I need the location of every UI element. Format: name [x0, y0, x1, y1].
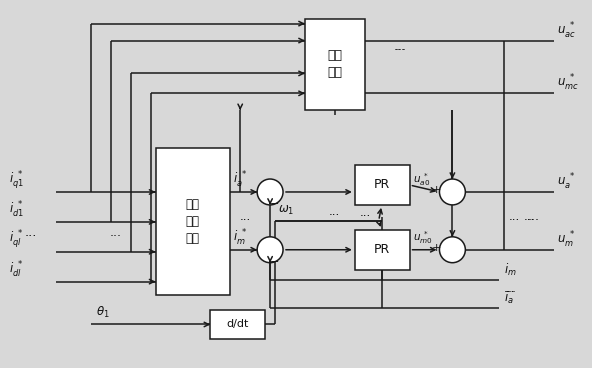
Text: $i_{m}^{\ *}$: $i_{m}^{\ *}$: [233, 228, 247, 248]
Circle shape: [439, 237, 465, 263]
Text: ···: ···: [25, 230, 37, 243]
Text: $u_{mc}^{\ *}$: $u_{mc}^{\ *}$: [557, 73, 579, 93]
Bar: [210, 309, 265, 339]
Text: ···: ···: [509, 215, 520, 227]
Text: $u_{a0}^{\ *}$: $u_{a0}^{\ *}$: [413, 171, 430, 188]
Text: $-$: $-$: [269, 197, 279, 207]
Text: 多相
坐标
变换: 多相 坐标 变换: [186, 198, 200, 245]
Text: ···: ···: [329, 209, 340, 222]
Text: ···: ···: [523, 215, 535, 227]
Text: $i_{a}$: $i_{a}$: [504, 290, 514, 305]
Text: $i_{q1}^{\ *}$: $i_{q1}^{\ *}$: [9, 169, 24, 191]
Text: $+$: $+$: [432, 242, 442, 253]
Circle shape: [257, 237, 283, 263]
Text: $i_{d1}^{\ *}$: $i_{d1}^{\ *}$: [9, 200, 24, 220]
Text: $u_{ac}^{\ *}$: $u_{ac}^{\ *}$: [557, 21, 576, 40]
Text: $\omega_1$: $\omega_1$: [278, 204, 294, 217]
Text: ···: ···: [360, 210, 371, 223]
Text: $i_{m}$: $i_{m}$: [504, 262, 517, 278]
Text: $i_{a}^{\ *}$: $i_{a}^{\ *}$: [233, 170, 247, 190]
Text: $\theta_1$: $\theta_1$: [96, 305, 110, 320]
Bar: [355, 230, 410, 270]
Text: ···: ···: [504, 286, 516, 299]
Text: ···: ···: [240, 215, 252, 227]
Text: ···: ···: [394, 44, 406, 57]
Text: $u_{a}^{\ *}$: $u_{a}^{\ *}$: [557, 172, 575, 192]
Text: $+$: $+$: [432, 184, 442, 195]
Circle shape: [257, 179, 283, 205]
Text: 耦合
补偿: 耦合 补偿: [327, 49, 342, 79]
Text: ···: ···: [395, 44, 407, 57]
Text: PR: PR: [374, 243, 390, 256]
Text: PR: PR: [374, 178, 390, 191]
Circle shape: [439, 179, 465, 205]
Text: ···: ···: [110, 230, 122, 243]
Text: $-$: $-$: [269, 255, 279, 265]
Text: d/dt: d/dt: [227, 319, 249, 329]
Bar: [156, 148, 230, 294]
Text: $i_{ql}^{\ *}$: $i_{ql}^{\ *}$: [9, 229, 24, 251]
Text: ···: ···: [504, 286, 516, 299]
Text: $u_{m}^{\ *}$: $u_{m}^{\ *}$: [557, 230, 575, 250]
Bar: [355, 165, 410, 205]
Text: $u_{m0}^{\ *}$: $u_{m0}^{\ *}$: [413, 229, 432, 246]
Bar: [305, 19, 365, 110]
Text: ···: ···: [528, 215, 540, 227]
Text: $i_{dl}^{\ *}$: $i_{dl}^{\ *}$: [9, 259, 24, 280]
